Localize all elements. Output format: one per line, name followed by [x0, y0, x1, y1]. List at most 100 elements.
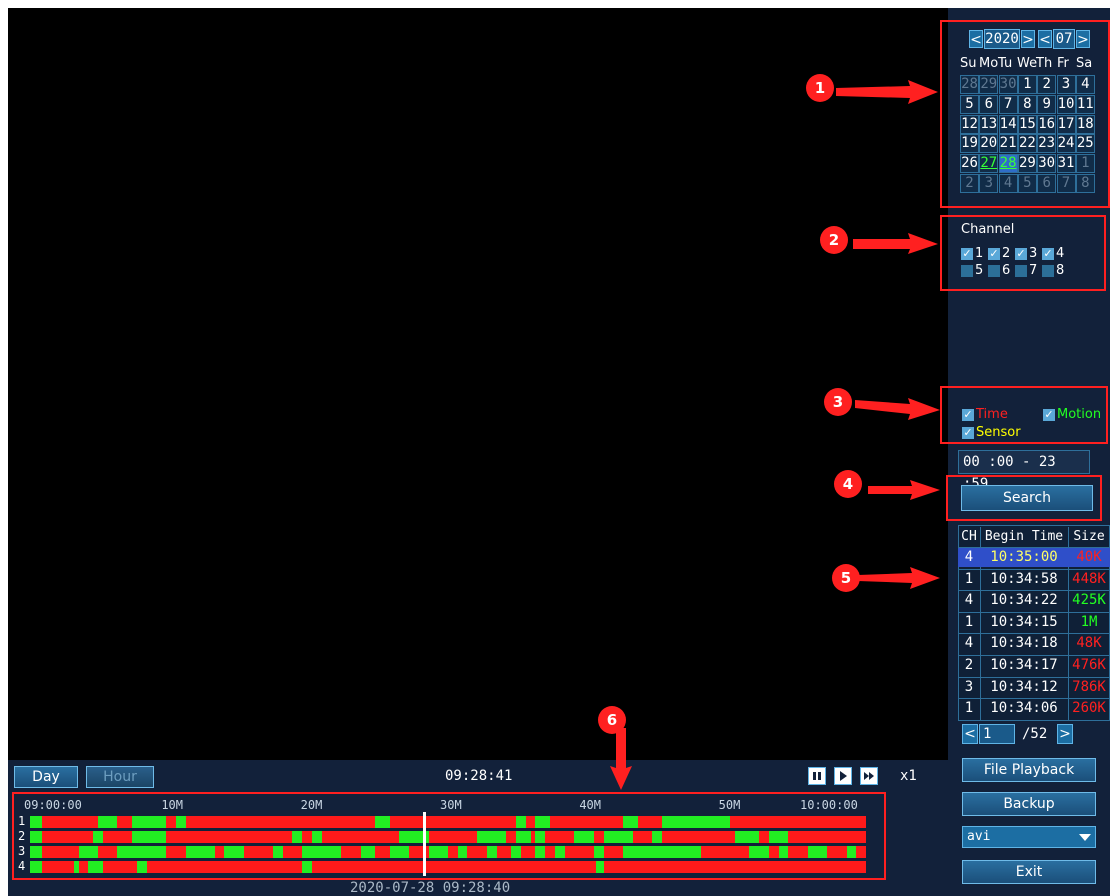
backup-button[interactable]: Backup	[962, 792, 1096, 816]
prev-year-button[interactable]: <	[969, 30, 983, 48]
playhead-cursor[interactable]	[422, 812, 426, 876]
timeline-motion-segment[interactable]	[93, 831, 103, 843]
timeline-motion-segment[interactable]	[516, 816, 526, 828]
search-button[interactable]: Search	[961, 485, 1093, 511]
pause-button[interactable]	[808, 767, 826, 785]
calendar-day[interactable]: 18	[1075, 114, 1095, 134]
calendar-day[interactable]: 24	[1056, 134, 1076, 154]
timeline-motion-segment[interactable]	[311, 831, 322, 843]
calendar-day[interactable]: 7	[1056, 174, 1076, 193]
calendar-day[interactable]: 23	[1037, 134, 1057, 154]
timeline-motion-segment[interactable]	[273, 846, 283, 858]
record-type-checkbox[interactable]: ✓	[1043, 408, 1055, 421]
timeline-motion-segment[interactable]	[292, 831, 303, 843]
table-row[interactable]: 2 10:34:17 476K	[958, 655, 1110, 675]
calendar-day[interactable]: 25	[1075, 134, 1095, 154]
calendar-day[interactable]: 22	[1017, 134, 1037, 154]
timeline-motion-segment[interactable]	[595, 861, 604, 873]
calendar-day[interactable]: 2	[960, 174, 979, 193]
timeline-motion-segment[interactable]	[535, 846, 546, 858]
calendar-day[interactable]: 19	[960, 134, 979, 154]
calendar-day[interactable]: 17	[1056, 114, 1076, 134]
calendar-day[interactable]: 8	[1017, 94, 1037, 114]
next-year-button[interactable]: >	[1021, 30, 1035, 48]
channel-checkbox[interactable]	[961, 265, 973, 277]
timeline-motion-segment[interactable]	[302, 861, 312, 873]
timeline-motion-segment[interactable]	[516, 831, 531, 843]
timeline-motion-segment[interactable]	[486, 846, 497, 858]
timeline-motion-segment[interactable]	[78, 846, 99, 858]
calendar-day[interactable]: 6	[1037, 174, 1057, 193]
table-row[interactable]: 1 10:34:58 448K	[958, 568, 1110, 589]
calendar-day[interactable]: 12	[960, 114, 979, 134]
timeline-motion-segment[interactable]	[88, 861, 103, 873]
calendar-day[interactable]: 10	[1056, 94, 1076, 114]
timeline-motion-segment[interactable]	[375, 816, 390, 828]
calendar-day[interactable]: 4	[998, 174, 1018, 193]
channel-checkbox[interactable]	[988, 265, 1000, 277]
timeline-time-track[interactable]	[30, 861, 866, 873]
timeline-time-track[interactable]	[30, 816, 866, 828]
table-row[interactable]: 4 10:35:00 40K	[958, 547, 1110, 567]
day-view-button[interactable]: Day	[14, 766, 78, 788]
timeline-motion-segment[interactable]	[30, 861, 42, 873]
channel-checkbox[interactable]: ✓	[988, 247, 1000, 260]
calendar-day[interactable]: 28	[998, 154, 1018, 174]
table-row[interactable]: 1 10:34:15 1M	[958, 611, 1110, 632]
exit-button[interactable]: Exit	[962, 860, 1096, 884]
timeline-motion-segment[interactable]	[652, 831, 662, 843]
calendar-day[interactable]: 5	[960, 94, 979, 114]
timeline-motion-segment[interactable]	[224, 846, 244, 858]
calendar-day[interactable]: 3	[979, 174, 999, 193]
timeline-motion-segment[interactable]	[846, 846, 857, 858]
calendar-day[interactable]: 31	[1056, 154, 1076, 174]
calendar-day[interactable]: 6	[979, 94, 999, 114]
record-type-checkbox[interactable]: ✓	[962, 426, 974, 439]
channel-checkbox[interactable]	[1015, 265, 1027, 277]
page-number-input[interactable]: 1	[979, 724, 1015, 744]
timeline-motion-segment[interactable]	[554, 846, 565, 858]
timeline-motion-segment[interactable]	[428, 846, 448, 858]
timeline-motion-segment[interactable]	[768, 831, 789, 843]
calendar-day[interactable]: 15	[1017, 114, 1037, 134]
calendar-day[interactable]: 16	[1037, 114, 1057, 134]
table-row[interactable]: 4 10:34:22 425K	[958, 590, 1110, 610]
calendar-day[interactable]: 1	[1017, 75, 1037, 94]
timeline-motion-segment[interactable]	[574, 831, 594, 843]
channel-checkbox[interactable]: ✓	[1015, 247, 1027, 260]
timeline-motion-segment[interactable]	[302, 846, 342, 858]
timeline-motion-segment[interactable]	[593, 846, 604, 858]
calendar-day[interactable]: 29	[1017, 154, 1037, 174]
channel-checkbox[interactable]: ✓	[961, 247, 973, 260]
calendar-day[interactable]: 1	[1075, 154, 1095, 174]
table-row[interactable]: 4 10:34:18 48K	[958, 633, 1110, 653]
timeline-motion-segment[interactable]	[511, 846, 521, 858]
timeline-motion-segment[interactable]	[661, 816, 730, 828]
timeline-motion-segment[interactable]	[734, 831, 760, 843]
channel-checkbox[interactable]	[1042, 265, 1054, 277]
timeline-motion-segment[interactable]	[535, 816, 551, 828]
timeline-motion-segment[interactable]	[175, 816, 186, 828]
calendar-day[interactable]: 28	[960, 75, 979, 94]
timeline-motion-segment[interactable]	[73, 861, 79, 873]
fast-forward-button[interactable]	[860, 767, 878, 785]
timeline-motion-segment[interactable]	[98, 816, 118, 828]
table-row[interactable]: 1 10:34:06 260K	[958, 698, 1110, 718]
next-page-button[interactable]: >	[1057, 724, 1073, 744]
calendar-day[interactable]: 29	[979, 75, 999, 94]
channel-checkbox[interactable]: ✓	[1042, 247, 1054, 260]
play-button[interactable]	[834, 767, 852, 785]
record-type-checkbox[interactable]: ✓	[962, 408, 974, 421]
timeline-motion-segment[interactable]	[132, 816, 167, 828]
timeline-motion-segment[interactable]	[132, 831, 167, 843]
timeline-motion-segment[interactable]	[30, 816, 42, 828]
timeline-motion-segment[interactable]	[603, 831, 633, 843]
timeline-motion-segment[interactable]	[477, 831, 507, 843]
timeline-motion-segment[interactable]	[399, 831, 429, 843]
calendar-day[interactable]: 9	[1037, 94, 1057, 114]
prev-page-button[interactable]: <	[962, 724, 978, 744]
hour-view-button[interactable]: Hour	[86, 766, 154, 788]
timeline-motion-segment[interactable]	[622, 816, 638, 828]
calendar-day[interactable]: 8	[1075, 174, 1095, 193]
next-month-button[interactable]: >	[1076, 30, 1090, 48]
